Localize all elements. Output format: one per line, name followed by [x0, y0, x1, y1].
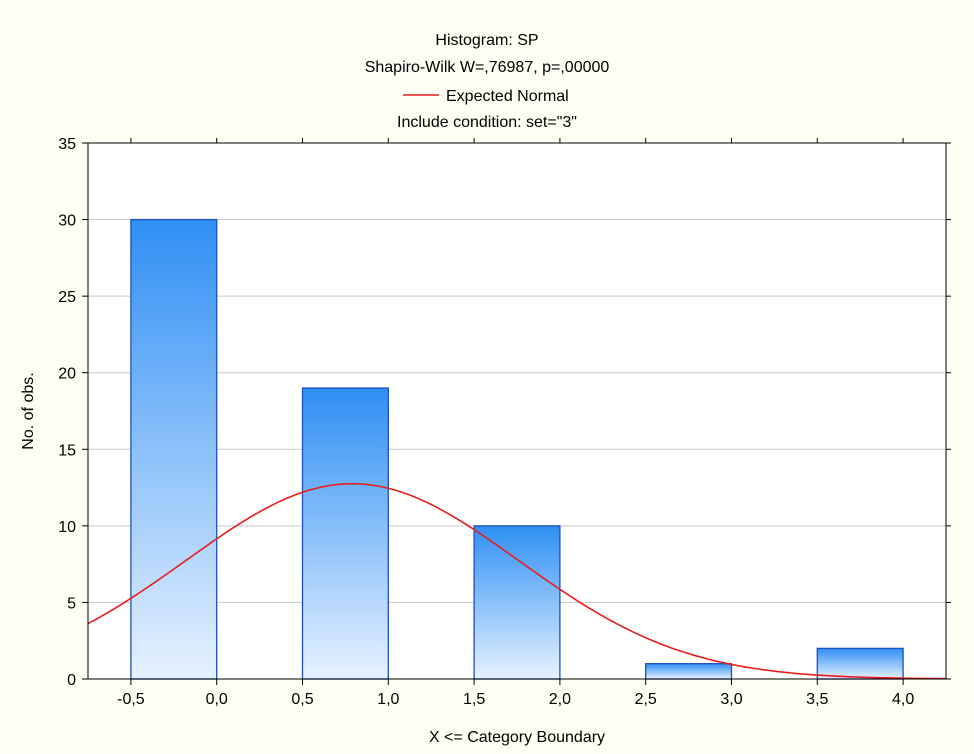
histogram-bar-3	[473, 525, 561, 680]
y-tick-label: 25	[58, 289, 76, 306]
legend-label-expected-normal: Expected Normal	[446, 88, 569, 105]
histogram-bar-2	[301, 387, 389, 680]
y-axis: 0 5 10 15 20 25 30 35	[58, 136, 951, 689]
y-axis-label: No. of obs.	[20, 372, 37, 449]
plot-frame	[87, 142, 947, 680]
y-tick-label: 5	[67, 595, 76, 612]
histogram-bar-4	[645, 663, 733, 680]
chart-condition: Include condition: set="3"	[397, 114, 577, 131]
x-tick-label: -0,5	[117, 691, 145, 708]
x-tick-label: 2,5	[635, 691, 657, 708]
histogram-bar-5	[816, 647, 904, 680]
x-axis-label: X <= Category Boundary	[429, 729, 605, 746]
expected-normal-curve	[88, 482, 946, 679]
x-tick-label: 1,0	[377, 691, 399, 708]
x-tick-label: 2,0	[549, 691, 571, 708]
y-tick-label: 15	[58, 442, 76, 459]
x-tick-label: 3,5	[806, 691, 828, 708]
chart-subtitle: Shapiro-Wilk W=,76987, p=,00000	[365, 59, 610, 76]
curve-group	[88, 482, 946, 679]
x-tick-label: 0,0	[206, 691, 228, 708]
histogram-bar-1	[130, 218, 218, 680]
y-tick-label: 35	[58, 136, 76, 153]
y-tick-label: 0	[67, 672, 76, 689]
x-axis: -0,5 0,0 0,5 1,0 1,5 2,0 2,5 3,0 3,5 4,0	[117, 138, 914, 708]
x-tick-label: 4,0	[892, 691, 914, 708]
chart-title: Histogram: SP	[435, 32, 538, 49]
legend: Expected Normal	[403, 88, 569, 105]
y-tick-label: 20	[58, 366, 76, 383]
x-tick-label: 1,5	[463, 691, 485, 708]
x-tick-label: 3,0	[720, 691, 742, 708]
y-tick-label: 10	[58, 519, 76, 536]
x-tick-label: 0,5	[291, 691, 313, 708]
y-tick-label: 30	[58, 213, 76, 230]
